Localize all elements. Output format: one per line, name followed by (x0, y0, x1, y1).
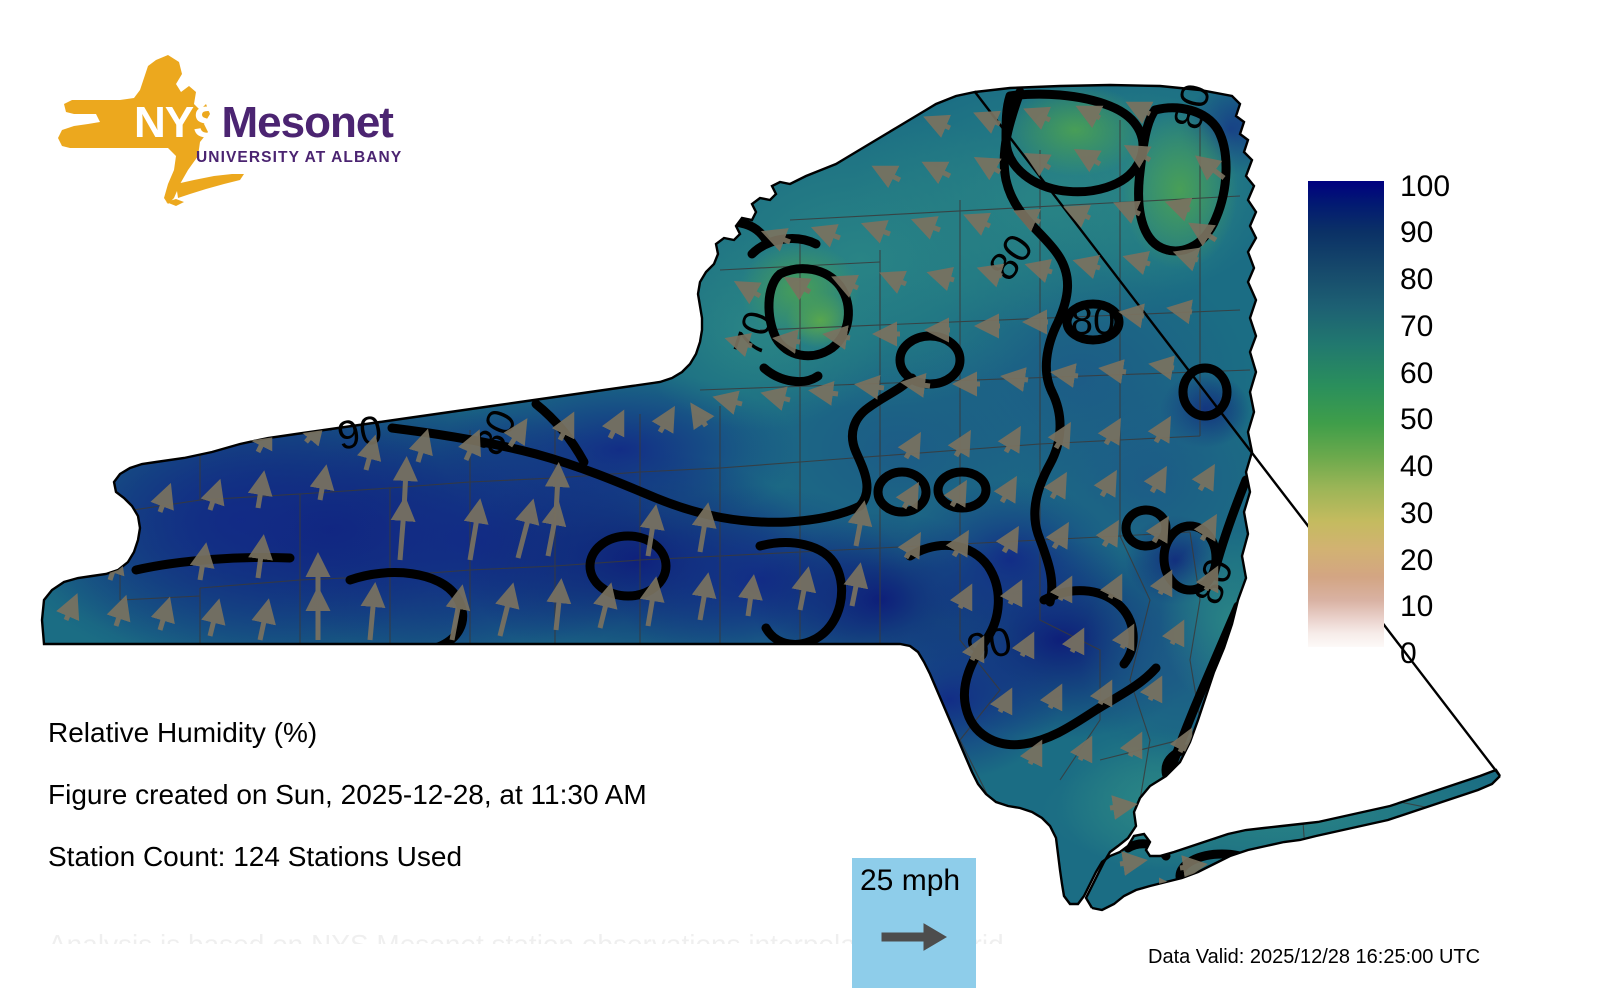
ny-state-logo-shape (58, 55, 244, 206)
logo-wordmark: NYSMesonet UNIVERSITY AT ALBANY (134, 100, 404, 180)
colorbar-tick-90: 90 (1400, 216, 1434, 249)
logo-title-row: NYSMesonet (134, 100, 404, 146)
colorbar-tick-30: 30 (1400, 497, 1434, 530)
colorbar-tick-10: 10 (1400, 590, 1434, 623)
humidity-colorbar: 100 90 80 70 60 50 40 30 20 10 0 (1308, 170, 1538, 669)
colorbar-tick-50: 50 (1400, 403, 1434, 436)
colorbar-tick-0: 0 (1400, 637, 1417, 670)
figure-captions: Relative Humidity (%) Figure created on … (48, 718, 868, 904)
logo-mesonet-text: Mesonet (221, 98, 393, 147)
logo-nys-text: NYS (134, 98, 222, 147)
figure-created-text: Figure created on Sun, 2025-12-28, at 11… (48, 779, 647, 810)
clipped-footnote-text: Analysis is based on NYS Mesonet station… (48, 930, 1048, 944)
wind-speed-legend: 25 mph (852, 858, 976, 988)
colorbar-tick-60: 60 (1400, 357, 1434, 390)
colorbar-tick-100: 100 (1400, 170, 1451, 203)
nys-mesonet-logo: NYSMesonet UNIVERSITY AT ALBANY (48, 52, 408, 212)
station-count-text: Station Count: 124 Stations Used (48, 841, 463, 872)
arrow-right-icon (881, 923, 947, 951)
data-valid-timestamp: Data Valid: 2025/12/28 16:25:00 UTC (1148, 946, 1481, 968)
colorbar-tick-20: 20 (1400, 544, 1434, 577)
contour-label: 80 (1071, 299, 1116, 343)
wind-legend-label: 25 mph (860, 864, 961, 897)
colorbar-tick-80: 80 (1400, 263, 1434, 296)
contour-label: 90 (963, 619, 1016, 671)
colorbar-tick-40: 40 (1400, 450, 1434, 483)
logo-subtitle: UNIVERSITY AT ALBANY (196, 149, 403, 166)
page-title: Relative Humidity (%) (48, 717, 318, 748)
contour-label: 90 (334, 408, 385, 459)
colorbar-gradient-strip (1308, 181, 1384, 647)
colorbar-tick-70: 70 (1400, 310, 1434, 343)
